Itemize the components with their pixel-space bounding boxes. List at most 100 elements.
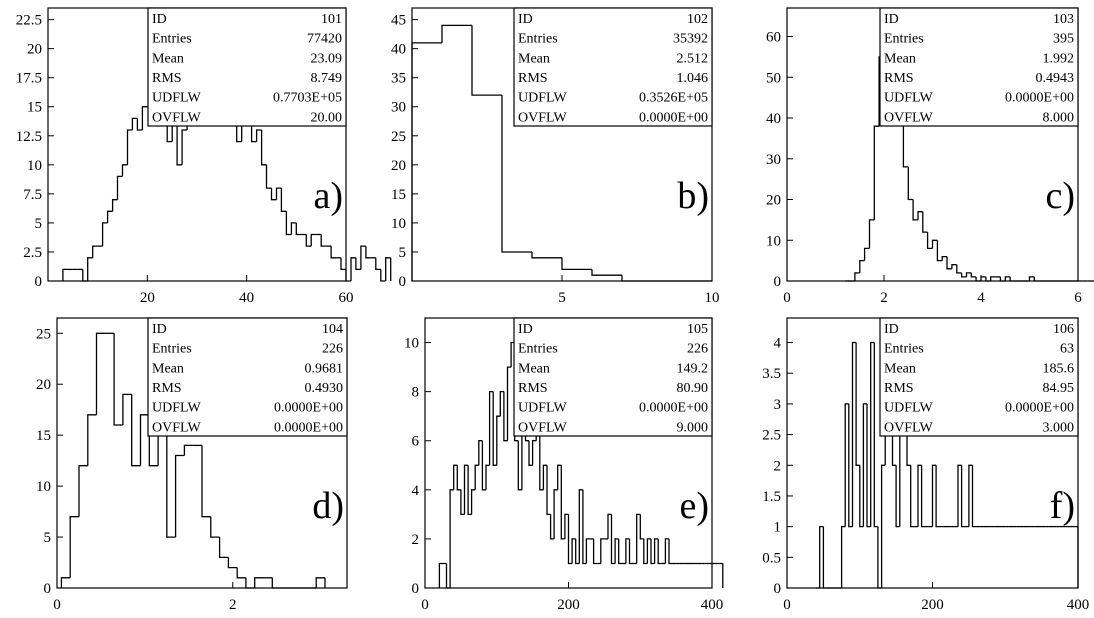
stats-value: 3.000 bbox=[1043, 420, 1075, 435]
histogram-bin bbox=[862, 403, 867, 527]
stats-value: 0.0000E+00 bbox=[1005, 91, 1074, 106]
stats-label: Mean bbox=[152, 361, 184, 376]
stats-label: ID bbox=[152, 322, 167, 337]
histogram-bin bbox=[506, 366, 512, 441]
stats-label: Mean bbox=[884, 51, 916, 66]
stats-value: 226 bbox=[687, 342, 708, 357]
stats-label: OVFLW bbox=[518, 420, 568, 435]
histogram-bin bbox=[131, 117, 138, 130]
histogram-bin bbox=[1004, 276, 1011, 281]
stats-value: 0.0000E+00 bbox=[639, 110, 708, 125]
histogram-bin bbox=[201, 445, 211, 518]
stats-label: Mean bbox=[518, 361, 550, 376]
panel-label: b) bbox=[677, 175, 709, 217]
histogram-bin bbox=[380, 269, 386, 282]
stats-value: 149.2 bbox=[677, 361, 709, 376]
histogram-bin bbox=[330, 246, 337, 259]
histogram-bin bbox=[931, 464, 937, 527]
histogram-bin bbox=[1033, 276, 1040, 282]
histogram-bin bbox=[863, 247, 870, 261]
histogram-bin bbox=[82, 269, 88, 282]
histogram-bin bbox=[305, 234, 312, 247]
stats-label: OVFLW bbox=[884, 110, 934, 125]
histogram-bin bbox=[496, 415, 501, 466]
histogram-bin bbox=[621, 275, 652, 282]
histogram-bin bbox=[295, 222, 302, 236]
stats-value: 0.3526E+05 bbox=[639, 91, 708, 106]
histogram-bin bbox=[69, 516, 79, 578]
x-tick-label: 20 bbox=[140, 290, 155, 306]
y-tick-label: 10 bbox=[404, 336, 419, 352]
histogram-bin bbox=[639, 514, 644, 540]
stats-label: UDFLW bbox=[518, 91, 568, 106]
y-tick-label: 30 bbox=[766, 152, 781, 168]
y-tick-label: 20 bbox=[27, 42, 42, 58]
histogram-bin bbox=[646, 538, 651, 564]
stats-label: UDFLW bbox=[518, 401, 568, 416]
x-tick-label: 0 bbox=[783, 597, 791, 613]
histogram-bin bbox=[320, 234, 327, 247]
histogram-bin bbox=[471, 25, 502, 96]
histogram-bin bbox=[92, 245, 98, 258]
histogram-bin bbox=[503, 391, 508, 442]
histogram-bins bbox=[60, 332, 326, 589]
y-tick-label: 4 bbox=[774, 336, 782, 352]
stats-value: 105 bbox=[687, 322, 708, 337]
histogram-bin bbox=[917, 464, 922, 527]
histogram-bin bbox=[126, 129, 133, 165]
y-tick-label: 2 bbox=[774, 458, 782, 474]
stats-label: RMS bbox=[152, 71, 182, 86]
stats-label: UDFLW bbox=[152, 91, 202, 106]
histogram-bin bbox=[625, 538, 630, 564]
histogram-panel: 0 5 10 15 20 25 0 2 ID 104 Entries 226 Mean 0.9681 RMS… bbox=[36, 317, 348, 613]
histogram-bin bbox=[365, 246, 371, 259]
y-tick-label: 10 bbox=[27, 158, 42, 174]
histogram-bin bbox=[60, 577, 71, 588]
histogram-bin bbox=[941, 255, 947, 261]
panel-label: d) bbox=[312, 485, 344, 527]
y-tick-label: 22.5 bbox=[16, 13, 42, 29]
stats-value: 80.90 bbox=[677, 381, 709, 396]
stats-value: 84.95 bbox=[1043, 381, 1075, 396]
stats-value: 0.4930 bbox=[305, 381, 344, 396]
y-tick-label: 17.5 bbox=[16, 71, 42, 87]
histogram-bin bbox=[275, 187, 282, 200]
histogram-bin bbox=[560, 465, 565, 540]
x-tick-label: 200 bbox=[557, 597, 580, 613]
y-tick-label: 20 bbox=[36, 377, 51, 393]
y-tick-label: 0 bbox=[774, 581, 782, 597]
histogram-bin bbox=[610, 514, 616, 565]
y-tick-label: 50 bbox=[766, 70, 781, 86]
y-tick-label: 20 bbox=[391, 158, 406, 174]
histogram-bin bbox=[870, 341, 875, 527]
histogram-bin bbox=[873, 125, 880, 220]
stats-label: RMS bbox=[884, 71, 914, 86]
histogram-bin bbox=[957, 464, 962, 527]
histogram-bin bbox=[78, 465, 88, 517]
histogram-bin bbox=[585, 538, 590, 564]
histogram-bin bbox=[111, 199, 118, 212]
histogram-bin bbox=[501, 95, 532, 253]
y-tick-label: 6 bbox=[412, 434, 420, 450]
y-tick-label: 12.5 bbox=[16, 129, 42, 145]
stats-value: 8.749 bbox=[311, 71, 343, 86]
x-tick-label: 2 bbox=[880, 290, 888, 306]
y-tick-label: 5 bbox=[44, 530, 52, 546]
histogram-bin bbox=[643, 538, 648, 565]
y-tick-label: 10 bbox=[391, 216, 406, 232]
y-tick-label: 20 bbox=[766, 193, 781, 209]
histogram-bin bbox=[848, 403, 853, 528]
histogram-bin bbox=[859, 259, 865, 273]
histogram-bin bbox=[456, 465, 461, 491]
stats-value: 0.0000E+00 bbox=[274, 420, 343, 435]
histogram-bin bbox=[975, 276, 981, 282]
stats-label: UDFLW bbox=[152, 401, 202, 416]
histogram-bin bbox=[260, 130, 267, 166]
stats-value: 395 bbox=[1053, 32, 1074, 47]
histogram-bin bbox=[999, 276, 1006, 282]
stats-value: 0.4943 bbox=[1036, 71, 1075, 86]
histogram-bin bbox=[345, 269, 351, 282]
histogram-bin bbox=[531, 440, 537, 466]
y-tick-label: 45 bbox=[391, 13, 406, 29]
histogram-bin bbox=[227, 557, 238, 569]
